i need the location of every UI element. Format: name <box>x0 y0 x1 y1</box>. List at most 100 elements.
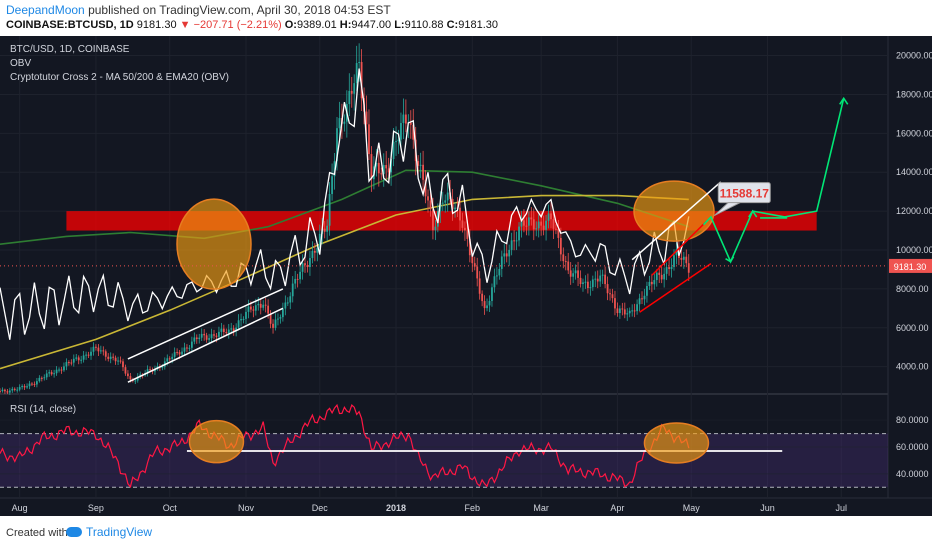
candle-body <box>333 161 336 177</box>
candle-body <box>594 278 597 280</box>
publish-info: DeepandMoon published on TradingView.com… <box>6 3 391 17</box>
candle-body <box>259 303 262 308</box>
projection-path <box>702 98 845 264</box>
candle-body <box>582 282 584 285</box>
candle-body <box>40 377 43 379</box>
candle-body <box>670 267 673 270</box>
candle-body <box>402 114 405 124</box>
symbol-info: COINBASE:BTCUSD, 1D 9181.30 ▼ −207.71 (−… <box>6 19 498 31</box>
candle-body <box>67 362 70 364</box>
candle-body <box>289 296 292 303</box>
candle-body <box>65 362 68 367</box>
candle-body <box>316 247 319 253</box>
candle-body <box>397 139 400 142</box>
candle-body <box>599 275 602 282</box>
chart-area[interactable]: Aug Sep Oct Nov Dec 2018 Feb Mar Apr May Jun Jul 400… <box>0 36 932 516</box>
candle-body <box>45 373 48 378</box>
candle-body <box>358 62 361 64</box>
high-label: H: <box>339 19 352 31</box>
candle-body <box>193 337 196 342</box>
candle-body <box>569 270 572 277</box>
candle-body <box>90 351 92 356</box>
rsi-line <box>0 403 690 489</box>
candle-body <box>99 350 102 352</box>
candle-body <box>215 335 218 337</box>
candle-body <box>262 304 265 308</box>
y-tick-label: 12000.00 <box>896 206 932 216</box>
candle-body <box>498 268 501 276</box>
candle-body <box>555 228 557 230</box>
candle-body <box>274 319 277 328</box>
trend-line <box>639 262 712 313</box>
close-label: C: <box>446 19 459 31</box>
candle-body <box>523 220 525 226</box>
resistance-zone <box>66 211 817 231</box>
candle-body <box>623 309 626 315</box>
candle-body <box>591 279 594 288</box>
candle-body <box>562 254 565 262</box>
candle-body <box>168 358 171 360</box>
candle-body <box>650 281 653 285</box>
high-value: 9447.00 <box>351 19 392 31</box>
candle-body <box>38 377 41 382</box>
x-tick-label: May <box>683 503 701 513</box>
candle-body <box>186 347 188 349</box>
trend-line <box>127 288 284 360</box>
candle-body <box>515 240 518 242</box>
candle-body <box>304 263 306 266</box>
candle-body <box>277 318 279 320</box>
candle-body <box>604 274 607 285</box>
candle-body <box>574 270 577 274</box>
price-change: ▼ −207.71 (−2.21%) <box>179 19 282 31</box>
low-label: L: <box>394 19 405 31</box>
candle-body <box>606 284 609 294</box>
candle-body <box>242 318 245 320</box>
x-tick-label: Dec <box>312 503 329 513</box>
candle-body <box>198 337 201 339</box>
x-tick-label: Aug <box>12 503 28 513</box>
candle-body <box>380 173 383 175</box>
candle-body <box>154 369 156 372</box>
highlight-circle <box>643 422 710 464</box>
author-link[interactable]: DeepandMoon <box>6 3 85 17</box>
candle-body <box>35 381 38 385</box>
candle-body <box>232 328 235 332</box>
candle-body <box>542 225 545 230</box>
chart-canvas[interactable]: Aug Sep Oct Nov Dec 2018 Feb Mar Apr May Jun Jul 400… <box>0 36 932 516</box>
candle-body <box>663 273 666 280</box>
candle-body <box>532 219 535 230</box>
obv-line <box>0 68 690 340</box>
publish-date: published on TradingView.com, April 30, … <box>84 3 391 17</box>
candle-body <box>102 350 105 352</box>
candle-body <box>638 298 641 305</box>
x-tick-label: Feb <box>465 503 481 513</box>
candle-body <box>481 293 484 302</box>
candle-body <box>355 63 358 84</box>
candle-body <box>8 390 11 393</box>
candle-body <box>313 250 316 253</box>
candle-body <box>235 327 238 332</box>
highlight-circle <box>176 198 252 290</box>
candle-body <box>520 220 523 227</box>
cloud-icon <box>66 527 82 537</box>
y-tick-label: 16000.00 <box>896 128 932 138</box>
candle-body <box>540 221 543 226</box>
candle-body <box>171 356 174 360</box>
candle-body <box>21 386 24 388</box>
candle-body <box>18 387 21 390</box>
candle-body <box>385 164 388 169</box>
candle-body <box>53 373 56 375</box>
tradingview-logo[interactable]: TradingView <box>66 525 152 539</box>
candle-body <box>660 274 663 280</box>
candle-body <box>26 386 28 388</box>
candle-body <box>365 111 368 125</box>
candle-body <box>136 376 139 381</box>
candle-body <box>294 278 297 284</box>
candle-body <box>424 179 427 197</box>
candle-body <box>286 302 289 304</box>
candle-body <box>508 249 511 257</box>
candle-body <box>545 220 547 230</box>
candle-body <box>441 202 444 204</box>
highlight-circle <box>633 180 715 242</box>
candle-body <box>370 154 373 180</box>
